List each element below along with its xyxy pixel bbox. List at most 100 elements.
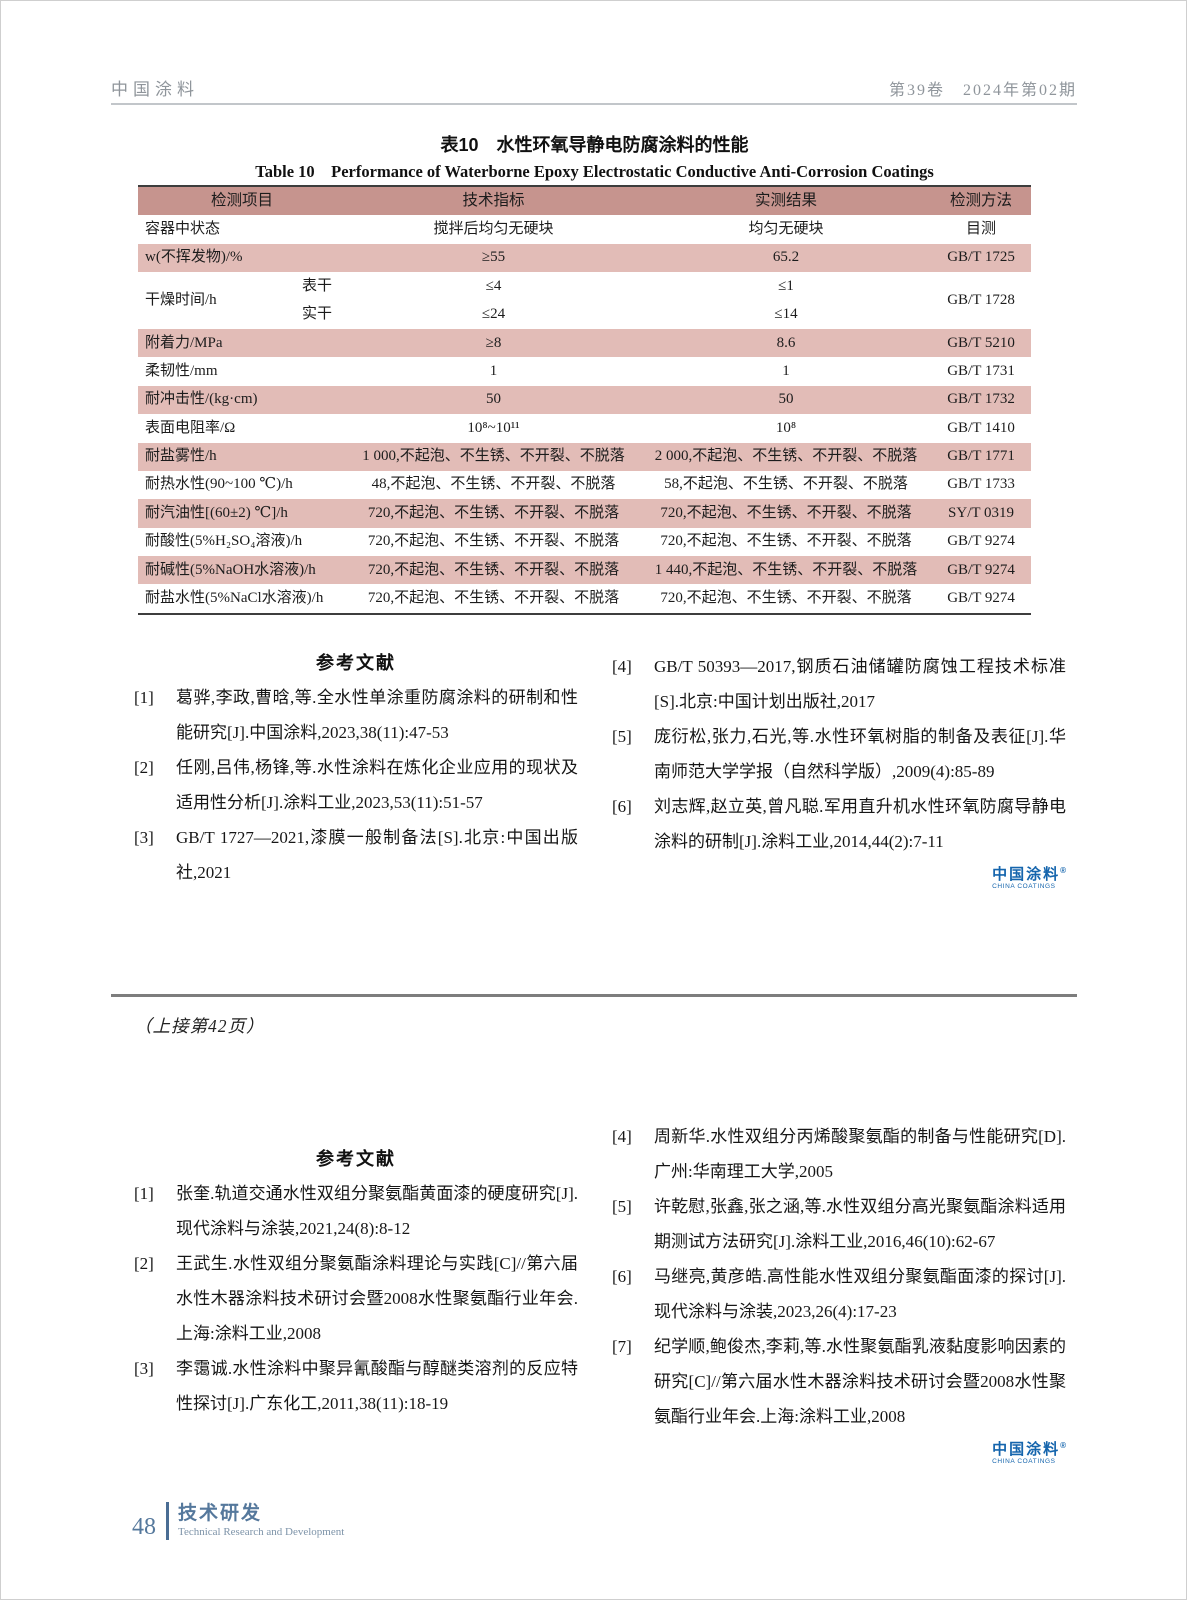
reference-item: [4] 周新华.水性双组分丙烯酸聚氨酯的制备与性能研究[D].广州:华南理工大学,… — [612, 1119, 1066, 1189]
logo-text-en: CHINA COATINGS — [992, 1458, 1056, 1465]
reference-item: [1] 葛骅,李政,曹晗,等.全水性单涂重防腐涂料的研制和性能研究[J].中国涂料… — [134, 680, 578, 750]
table-cell: 耐酸性(5%H₂SO₄溶液)/h — [145, 533, 303, 550]
ref-number: [3] — [134, 1359, 154, 1378]
table-cell: GB/T 1725 — [931, 243, 1032, 273]
ref-text: 马继亮,黄彦皓.高性能水性双组分聚氨酯面漆的探讨[J].现代涂料与涂装,2023… — [654, 1267, 1066, 1321]
table-cell: 48,不起泡、不生锈、不开裂、不脱落 — [371, 476, 616, 493]
reference-item: [6] 刘志辉,赵立英,曾凡聪.军用直升机水性环氧防腐导静电涂料的研制[J].涂料… — [612, 789, 1066, 859]
table-cell: w(不挥发物)/% — [138, 243, 347, 273]
references-bottom-right-column: [4] 周新华.水性双组分丙烯酸聚氨酯的制备与性能研究[D].广州:华南理工大学,… — [612, 1119, 1066, 1466]
table-cell: ≤1 — [778, 277, 794, 294]
table-cell: 2 000,不起泡、不生锈、不开裂、不脱落 — [641, 442, 932, 471]
table-cell: ≤4 — [485, 277, 502, 294]
ref-text: 李霭诚.水性涂料中聚异氰酸酯与醇醚类溶剂的反应特性探讨[J].广东化工,2011… — [176, 1359, 578, 1413]
reference-item: [7] 纪学顺,鲍俊杰,李莉,等.水性聚氨酯乳液黏度影响因素的研究[C]//第六届… — [612, 1329, 1066, 1434]
table-row: 耐冲击性/(kg·cm) 50 50 GB/T 1732 — [138, 385, 1032, 415]
table-cell: 1 — [782, 362, 790, 379]
table-cell: 耐热水性(90~100 ℃)/h — [145, 476, 293, 493]
table-title-cn: 表10 水性环氧导静电防腐涂料的性能 — [440, 135, 749, 155]
table-cell: 检测项目 — [138, 187, 347, 216]
table-cell: 720,不起泡、不生锈、不开裂、不脱落 — [367, 590, 620, 607]
table-cell: 1 440,不起泡、不生锈、不开裂、不脱落 — [641, 556, 932, 585]
table-cell: 耐碱性(5%NaOH水溶液)/h — [138, 556, 347, 585]
trademark-icon: ® — [1060, 866, 1066, 875]
table-cell: GB/T 9274 — [947, 590, 1015, 607]
trademark-icon: ® — [1060, 1441, 1066, 1450]
table-cell: 表面电阻率/Ω — [145, 419, 236, 436]
table-cell: SY/T 0319 — [931, 499, 1032, 528]
reference-item: [4] GB/T 50393—2017,钢质石油储罐防腐蚀工程技术标准[S].北京… — [612, 649, 1066, 719]
table-cell: 实干 — [302, 306, 333, 323]
ref-text: GB/T 1727—2021,漆膜一般制备法[S].北京:中国出版社,2021 — [176, 828, 578, 882]
table-cell: 1 — [489, 362, 498, 379]
ref-text: 任刚,吕伟,杨锋,等.水性涂料在炼化企业应用的现状及适用性分析[J].涂料工业,… — [176, 758, 578, 812]
journal-name: 中国涂料 — [111, 80, 199, 99]
ref-number: [4] — [612, 657, 632, 676]
table-cell: 720,不起泡、不生锈、不开裂、不脱落 — [346, 556, 642, 585]
brand-logo: 中国涂料® CHINA COATINGS — [992, 863, 1066, 891]
ref-number: [2] — [134, 758, 154, 777]
table-cell: 10⁸~10¹¹ — [467, 419, 520, 436]
section-name-cn: 技术研发 — [178, 1503, 263, 1524]
references-section-bottom: 参考文献 [1] 张奎.轨道交通水性双组分聚氨酯黄面漆的硬度研究[J].现代涂料与… — [134, 1119, 1066, 1466]
reference-item: [6] 马继亮,黄彦皓.高性能水性双组分聚氨酯面漆的探讨[J].现代涂料与涂装,2… — [612, 1259, 1066, 1329]
table-cell: 8.6 — [641, 328, 932, 358]
table-cell: 干燥时间/h — [145, 291, 217, 308]
ref-number: [4] — [612, 1127, 632, 1146]
table-cell: 目测 — [966, 220, 997, 237]
references-section-top: 参考文献 [1] 葛骅,李政,曹晗,等.全水性单涂重防腐涂料的研制和性能研究[J]… — [134, 649, 1066, 891]
page-footer: 48 技术研发 Technical Research and Developme… — [132, 1502, 344, 1540]
references-top-right-list: [4] GB/T 50393—2017,钢质石油储罐防腐蚀工程技术标准[S].北京… — [612, 649, 1066, 859]
ref-text: 纪学顺,鲍俊杰,李莉,等.水性聚氨酯乳液黏度影响因素的研究[C]//第六届水性木… — [654, 1337, 1066, 1426]
continuation-note: （上接第42页） — [134, 1016, 265, 1036]
reference-item: [3] GB/T 1727—2021,漆膜一般制备法[S].北京:中国出版社,20… — [134, 820, 578, 890]
table-cell: GB/T 1733 — [947, 476, 1015, 493]
logo-text-cn: 中国涂料® — [992, 866, 1066, 883]
table-cell: 技术指标 — [346, 187, 642, 216]
ref-number: [6] — [612, 1267, 632, 1286]
table-cell: GB/T 1732 — [931, 385, 1032, 415]
table-cell: GB/T 1731 — [947, 362, 1015, 379]
table-row: 耐汽油性[(60±2) ℃]/h 720,不起泡、不生锈、不开裂、不脱落 720,不… — [138, 499, 1032, 528]
table-row: 耐盐水性(5%NaCl水溶液)/h 720,不起泡、不生锈、不开裂、不脱落 720,… — [138, 584, 1031, 612]
table-cell: 720,不起泡、不生锈、不开裂、不脱落 — [641, 499, 932, 528]
table-row: 附着力/MPa ≥8 8.6 GB/T 5210 — [138, 328, 1032, 358]
running-header: 中国涂料 第39卷 2024年第02期 — [111, 79, 1077, 105]
table-cell: ≤24 — [481, 306, 506, 323]
table-cell: ≥55 — [346, 243, 642, 273]
ref-text: GB/T 50393—2017,钢质石油储罐防腐蚀工程技术标准[S].北京:中国… — [654, 657, 1066, 711]
references-top-left-column: 参考文献 [1] 葛骅,李政,曹晗,等.全水性单涂重防腐涂料的研制和性能研究[J]… — [134, 649, 578, 891]
table-cell: 附着力/MPa — [138, 328, 347, 358]
ref-number: [1] — [134, 1184, 154, 1203]
ref-number: [5] — [612, 727, 632, 746]
references-top-left-list: [1] 葛骅,李政,曹晗,等.全水性单涂重防腐涂料的研制和性能研究[J].中国涂料… — [134, 680, 578, 890]
logo-text-en: CHINA COATINGS — [992, 883, 1056, 890]
table-cell: 耐盐水性(5%NaCl水溶液)/h — [145, 590, 324, 607]
reference-item: [2] 王武生.水性双组分聚氨酯涂料理论与实践[C]//第六届水性木器涂料技术研讨… — [134, 1246, 578, 1351]
ref-text: 许乾慰,张鑫,张之涵,等.水性双组分高光聚氨酯涂料适用期测试方法研究[J].涂料… — [654, 1197, 1066, 1251]
table-cell: 720,不起泡、不生锈、不开裂、不脱落 — [346, 499, 642, 528]
ref-text: 庞衍松,张力,石光,等.水性环氧树脂的制备及表征[J].华南师范大学学报（自然科… — [654, 727, 1066, 781]
references-heading: 参考文献 — [316, 1149, 396, 1169]
table-cell: 实测结果 — [641, 187, 932, 216]
table-cell: ≤14 — [774, 306, 798, 323]
table-cell: 耐汽油性[(60±2) ℃]/h — [138, 499, 347, 528]
table-row: 容器中状态 搅拌后均匀无硬块 均匀无硬块 目测 — [138, 215, 1031, 243]
table-cell: 均匀无硬块 — [748, 220, 824, 237]
table-cell: 柔韧性/mm — [145, 362, 218, 379]
table-cell: 表干 — [302, 277, 333, 294]
table-cell: 720,不起泡、不生锈、不开裂、不脱落 — [367, 533, 620, 550]
references-bottom-left-list: [1] 张奎.轨道交通水性双组分聚氨酯黄面漆的硬度研究[J].现代涂料与涂装,20… — [134, 1176, 578, 1421]
table-cell: 检测方法 — [931, 187, 1032, 216]
table-cell: GB/T 1410 — [947, 419, 1015, 436]
table-cell: GB/T 5210 — [931, 328, 1032, 358]
table-cell: GB/T 1728 — [947, 291, 1015, 308]
table-cell: 58,不起泡、不生锈、不开裂、不脱落 — [664, 476, 908, 493]
table-row: 柔韧性/mm 1 1 GB/T 1731 — [138, 357, 1031, 385]
ref-text: 张奎.轨道交通水性双组分聚氨酯黄面漆的硬度研究[J].现代涂料与涂装,2021,… — [176, 1184, 578, 1238]
references-top-right-column: [4] GB/T 50393—2017,钢质石油储罐防腐蚀工程技术标准[S].北京… — [612, 649, 1066, 891]
references-heading: 参考文献 — [316, 653, 396, 673]
ref-text: 王武生.水性双组分聚氨酯涂料理论与实践[C]//第六届水性木器涂料技术研讨会暨2… — [176, 1254, 578, 1343]
references-bottom-left-column: 参考文献 [1] 张奎.轨道交通水性双组分聚氨酯黄面漆的硬度研究[J].现代涂料与… — [134, 1119, 578, 1466]
